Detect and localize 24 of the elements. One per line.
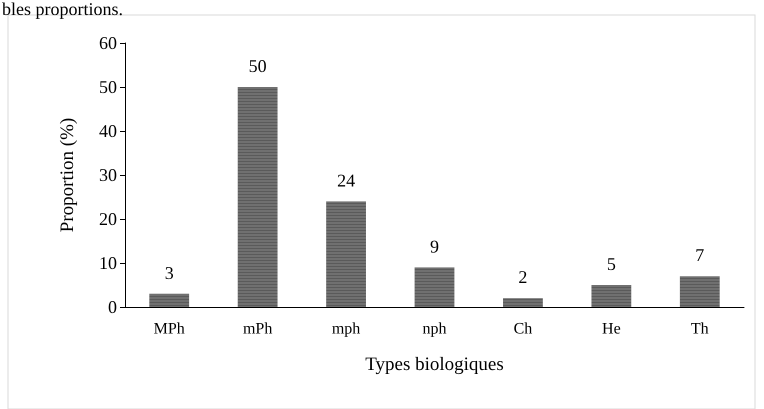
x-tick-label: mPh <box>242 320 272 338</box>
y-tick-label: 20 <box>99 209 117 229</box>
y-tick-label: 30 <box>99 165 117 185</box>
x-tick-label: Ch <box>514 320 532 338</box>
data-label: 5 <box>606 254 616 274</box>
y-tick-label: 50 <box>99 77 117 97</box>
data-label: 2 <box>518 267 528 288</box>
x-tick-label: mph <box>332 320 360 338</box>
x-tick-label: MPh <box>154 320 185 338</box>
data-label: 24 <box>337 170 356 190</box>
x-tick-label: He <box>602 320 621 338</box>
data-label: 3 <box>164 262 174 283</box>
y-axis-title: Proportion (%) <box>57 118 78 232</box>
data-label: 50 <box>248 56 267 76</box>
x-tick-label: nph <box>422 320 446 338</box>
x-tick-label: Th <box>690 320 709 338</box>
y-tick-label: 60 <box>99 33 117 53</box>
text: bles proportions. <box>2 0 123 19</box>
y-tick-label: 0 <box>108 297 117 317</box>
y-tick-label: 10 <box>99 253 117 273</box>
data-label: 7 <box>695 245 704 266</box>
x-axis-title: Types biologiques <box>365 354 504 375</box>
y-tick-label: 40 <box>99 121 117 141</box>
data-label: 9 <box>430 236 439 256</box>
